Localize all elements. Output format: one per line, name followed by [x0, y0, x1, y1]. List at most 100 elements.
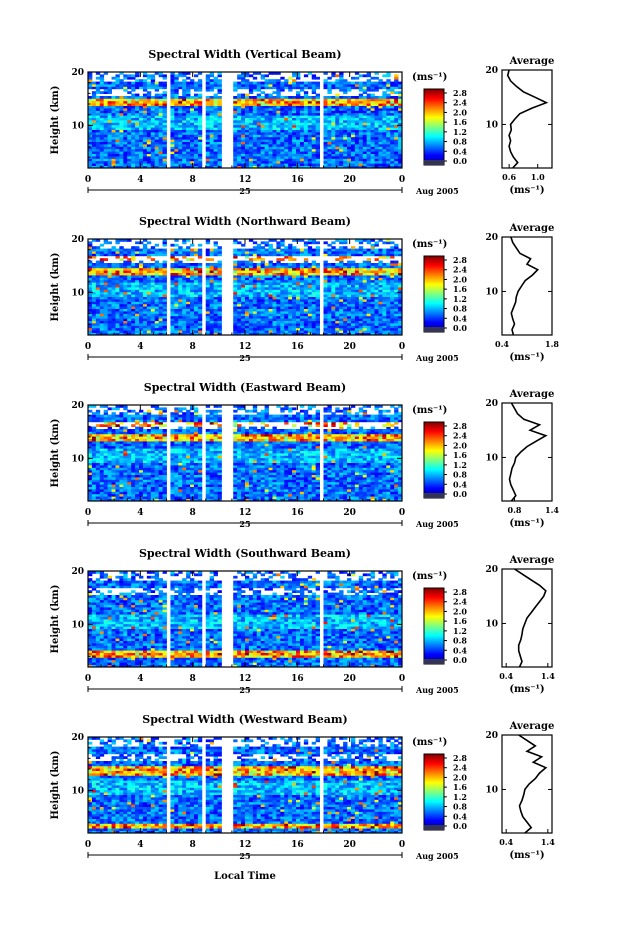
- heatmap-cell: [296, 127, 301, 130]
- heatmap-cell: [315, 318, 320, 321]
- heatmap-cell: [358, 153, 364, 157]
- heatmap-cell: [260, 156, 266, 159]
- heatmap-cell: [237, 277, 242, 281]
- heatmap-cell: [303, 318, 309, 321]
- heatmap-cell: [237, 108, 242, 111]
- heatmap-cell: [245, 122, 250, 126]
- heatmap-cell: [182, 115, 187, 118]
- heatmap-cell: [162, 318, 167, 321]
- heatmap-cell: [268, 139, 273, 142]
- heatmap-cell: [248, 303, 254, 307]
- heatmap-cell: [378, 103, 383, 106]
- heatmap-cell: [268, 124, 273, 128]
- heatmap-cell: [280, 132, 285, 135]
- heatmap-cell: [142, 296, 148, 300]
- heatmap-cell: [186, 308, 191, 312]
- heatmap-cell: [158, 146, 163, 150]
- heatmap-cell: [327, 148, 332, 152]
- heatmap-cell: [394, 86, 399, 90]
- heatmap-cell: [197, 299, 203, 302]
- heatmap-cell: [284, 132, 289, 135]
- heatmap-cell: [237, 284, 242, 288]
- heatmap-cell: [331, 272, 336, 276]
- heatmap-cell: [315, 277, 320, 281]
- heatmap-cell: [378, 117, 383, 121]
- heatmap-cell: [107, 120, 112, 123]
- heatmap-cell: [146, 320, 152, 324]
- heatmap-cell: [394, 141, 399, 145]
- heatmap-cell: [95, 277, 101, 281]
- heatmap-cell: [150, 132, 156, 135]
- heatmap-cell: [107, 253, 112, 257]
- heatmap-cell: [248, 275, 254, 278]
- heatmap-cell: [288, 96, 293, 99]
- heatmap-cell: [158, 325, 163, 329]
- heatmap-cell: [394, 79, 399, 82]
- heatmap-cell: [248, 81, 254, 85]
- heatmap-cell: [131, 275, 136, 278]
- heatmap-cell: [241, 141, 246, 145]
- heatmap-cell: [170, 253, 175, 257]
- heatmap-cell: [292, 296, 297, 300]
- heatmap-cell: [154, 96, 160, 99]
- heatmap-cell: [174, 289, 179, 293]
- heatmap-cell: [398, 158, 403, 162]
- heatmap-cell: [123, 315, 128, 319]
- heatmap-cell: [323, 141, 328, 145]
- heatmap-cell: [382, 103, 387, 106]
- heatmap-cell: [260, 158, 266, 162]
- heatmap-cell: [347, 251, 352, 254]
- heatmap-cell: [354, 129, 360, 133]
- heatmap-cell: [123, 151, 128, 154]
- heatmap-cell: [123, 332, 128, 336]
- heatmap-cell: [245, 272, 250, 276]
- x-tick-label: 20: [343, 175, 356, 185]
- heatmap-cell: [99, 332, 105, 336]
- heatmap-cell: [241, 277, 246, 281]
- heatmap-cell: [111, 284, 116, 288]
- heatmap-cell: [158, 284, 163, 288]
- heatmap-cell: [354, 136, 360, 140]
- heatmap-cell: [296, 303, 301, 307]
- heatmap-cell: [99, 253, 105, 257]
- heatmap-cell: [398, 117, 403, 121]
- heatmap-cell: [139, 160, 144, 164]
- heatmap-cell: [91, 84, 97, 87]
- heatmap-cell: [296, 299, 301, 302]
- heatmap-cell: [197, 81, 203, 85]
- heatmap-cell: [99, 120, 105, 123]
- heatmap-cell: [115, 84, 120, 87]
- heatmap-cell: [260, 112, 266, 116]
- heatmap-cell: [88, 267, 93, 271]
- heatmap-cell: [252, 120, 258, 123]
- heatmap-cell: [398, 112, 403, 116]
- heatmap-cell: [178, 129, 183, 133]
- heatmap-cell: [233, 251, 238, 254]
- heatmap-cell: [95, 284, 101, 288]
- heatmap-cell: [88, 325, 93, 329]
- heatmap-cell: [272, 112, 277, 116]
- heatmap-cell: [315, 289, 320, 293]
- heatmap-cell: [95, 279, 101, 283]
- heatmap-cell: [119, 330, 124, 333]
- heatmap-cell: [162, 248, 167, 252]
- heatmap-cell: [186, 270, 191, 273]
- heatmap-cell: [264, 330, 269, 333]
- heatmap-cell: [268, 275, 273, 278]
- heatmap-cell: [209, 308, 215, 312]
- heatmap-cell: [366, 88, 372, 92]
- heatmap-cell: [205, 146, 211, 150]
- heatmap-cell: [362, 141, 368, 145]
- heatmap-cell: [245, 318, 250, 321]
- heatmap-cell: [178, 323, 183, 326]
- heatmap-cell: [248, 253, 254, 257]
- heatmap-cell: [115, 74, 120, 78]
- heatmap-cell: [135, 246, 140, 249]
- heatmap-cell: [303, 325, 309, 329]
- heatmap-cell: [323, 313, 328, 317]
- heatmap-cell: [370, 117, 375, 121]
- heatmap-cell: [248, 299, 254, 302]
- heatmap-cell: [260, 306, 266, 309]
- heatmap-cell: [280, 84, 285, 87]
- heatmap-cell: [154, 306, 160, 309]
